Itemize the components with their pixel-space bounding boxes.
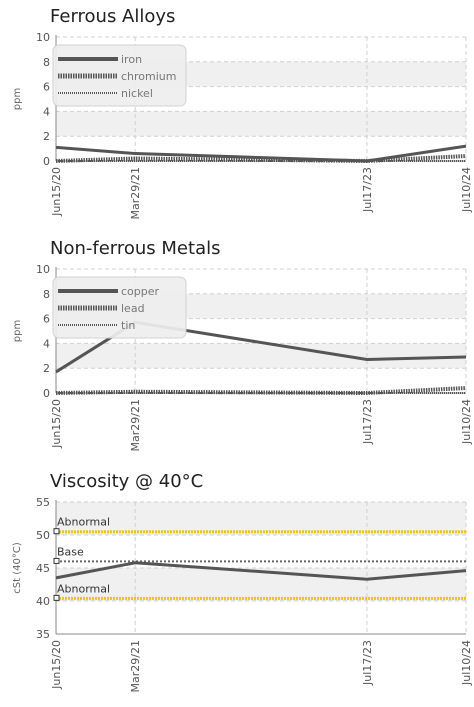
y-axis-label: ppm xyxy=(12,320,23,342)
x-tick-label: Mar29/21 xyxy=(129,399,142,451)
x-tick-label: Jul10/24 xyxy=(460,640,473,686)
y-tick-label: 4 xyxy=(43,105,50,118)
series-line-chromium xyxy=(55,154,467,163)
x-tick-label: Jun15/20 xyxy=(50,640,63,690)
legend-label: tin xyxy=(121,319,135,332)
y-tick-label: 8 xyxy=(43,288,50,301)
x-tick-label: Jun15/20 xyxy=(50,399,63,449)
y-tick-label: 50 xyxy=(36,529,50,542)
y-tick-label: 6 xyxy=(43,313,50,326)
y-tick-label: 45 xyxy=(36,562,50,575)
reference-marker xyxy=(53,594,60,601)
x-tick-label: Jul17/23 xyxy=(361,399,374,445)
legend-label: copper xyxy=(121,285,160,298)
legend-box xyxy=(52,276,187,339)
y-tick-label: 35 xyxy=(36,628,50,641)
series-line-value xyxy=(55,561,467,581)
series-line-copper xyxy=(55,320,467,374)
y-tick-label: 10 xyxy=(36,31,50,44)
y-tick-label: 0 xyxy=(43,155,50,168)
y-tick-label: 0 xyxy=(43,387,50,400)
chart-2: Non-ferrous Metals 0 2 4 6 8 10 ppm Jun15/20 Mar2… xyxy=(12,238,473,451)
reference-label: Abnormal xyxy=(57,516,110,529)
legend: iron chromium nickel xyxy=(52,44,187,107)
y-tick-label: 10 xyxy=(36,263,50,276)
x-tick-label: Jul17/23 xyxy=(361,167,374,213)
chart-title: Viscosity @ 40°C xyxy=(50,471,203,492)
x-tick-label: Mar29/21 xyxy=(129,167,142,219)
series-line-lead xyxy=(55,386,467,395)
reference-label: Base xyxy=(57,545,84,558)
y-tick-label: 4 xyxy=(43,337,50,350)
grid-band xyxy=(56,111,466,137)
x-tick-label: Mar29/21 xyxy=(129,640,142,692)
y-tick-label: 2 xyxy=(43,362,50,375)
chart-title: Ferrous Alloys xyxy=(50,6,175,27)
legend-label: nickel xyxy=(121,87,153,100)
reference-marker xyxy=(53,528,60,535)
x-tick-label: Jul17/23 xyxy=(361,640,374,686)
chart-1: Ferrous Alloys 0 2 4 6 8 10 ppm Jun15/20 Mar29/21… xyxy=(12,6,473,219)
x-tick-label: Jul10/24 xyxy=(460,399,473,445)
y-tick-label: 6 xyxy=(43,81,50,94)
grid-band xyxy=(56,343,466,369)
y-tick-label: 2 xyxy=(43,130,50,143)
reference-label: Abnormal xyxy=(57,582,110,595)
legend-label: iron xyxy=(121,53,142,66)
grid-band xyxy=(56,502,466,535)
reference-marker xyxy=(53,557,60,564)
chart-3: Viscosity @ 40°C 35 40 45 50 55 cSt (40°C) Jun1… xyxy=(12,471,473,692)
y-axis-label: ppm xyxy=(12,88,23,110)
y-tick-label: 8 xyxy=(43,56,50,69)
grid-band xyxy=(56,568,466,601)
legend-label: lead xyxy=(121,302,145,315)
series-line-iron xyxy=(55,144,467,163)
y-axis-label: cSt (40°C) xyxy=(12,542,23,594)
x-tick-label: Jun15/20 xyxy=(50,167,63,217)
x-tick-label: Jul10/24 xyxy=(460,167,473,213)
y-tick-label: 55 xyxy=(36,496,50,509)
legend: copper lead tin xyxy=(52,276,187,339)
chart-title: Non-ferrous Metals xyxy=(50,238,220,259)
legend-label: chromium xyxy=(121,70,177,83)
y-tick-label: 40 xyxy=(36,595,50,608)
